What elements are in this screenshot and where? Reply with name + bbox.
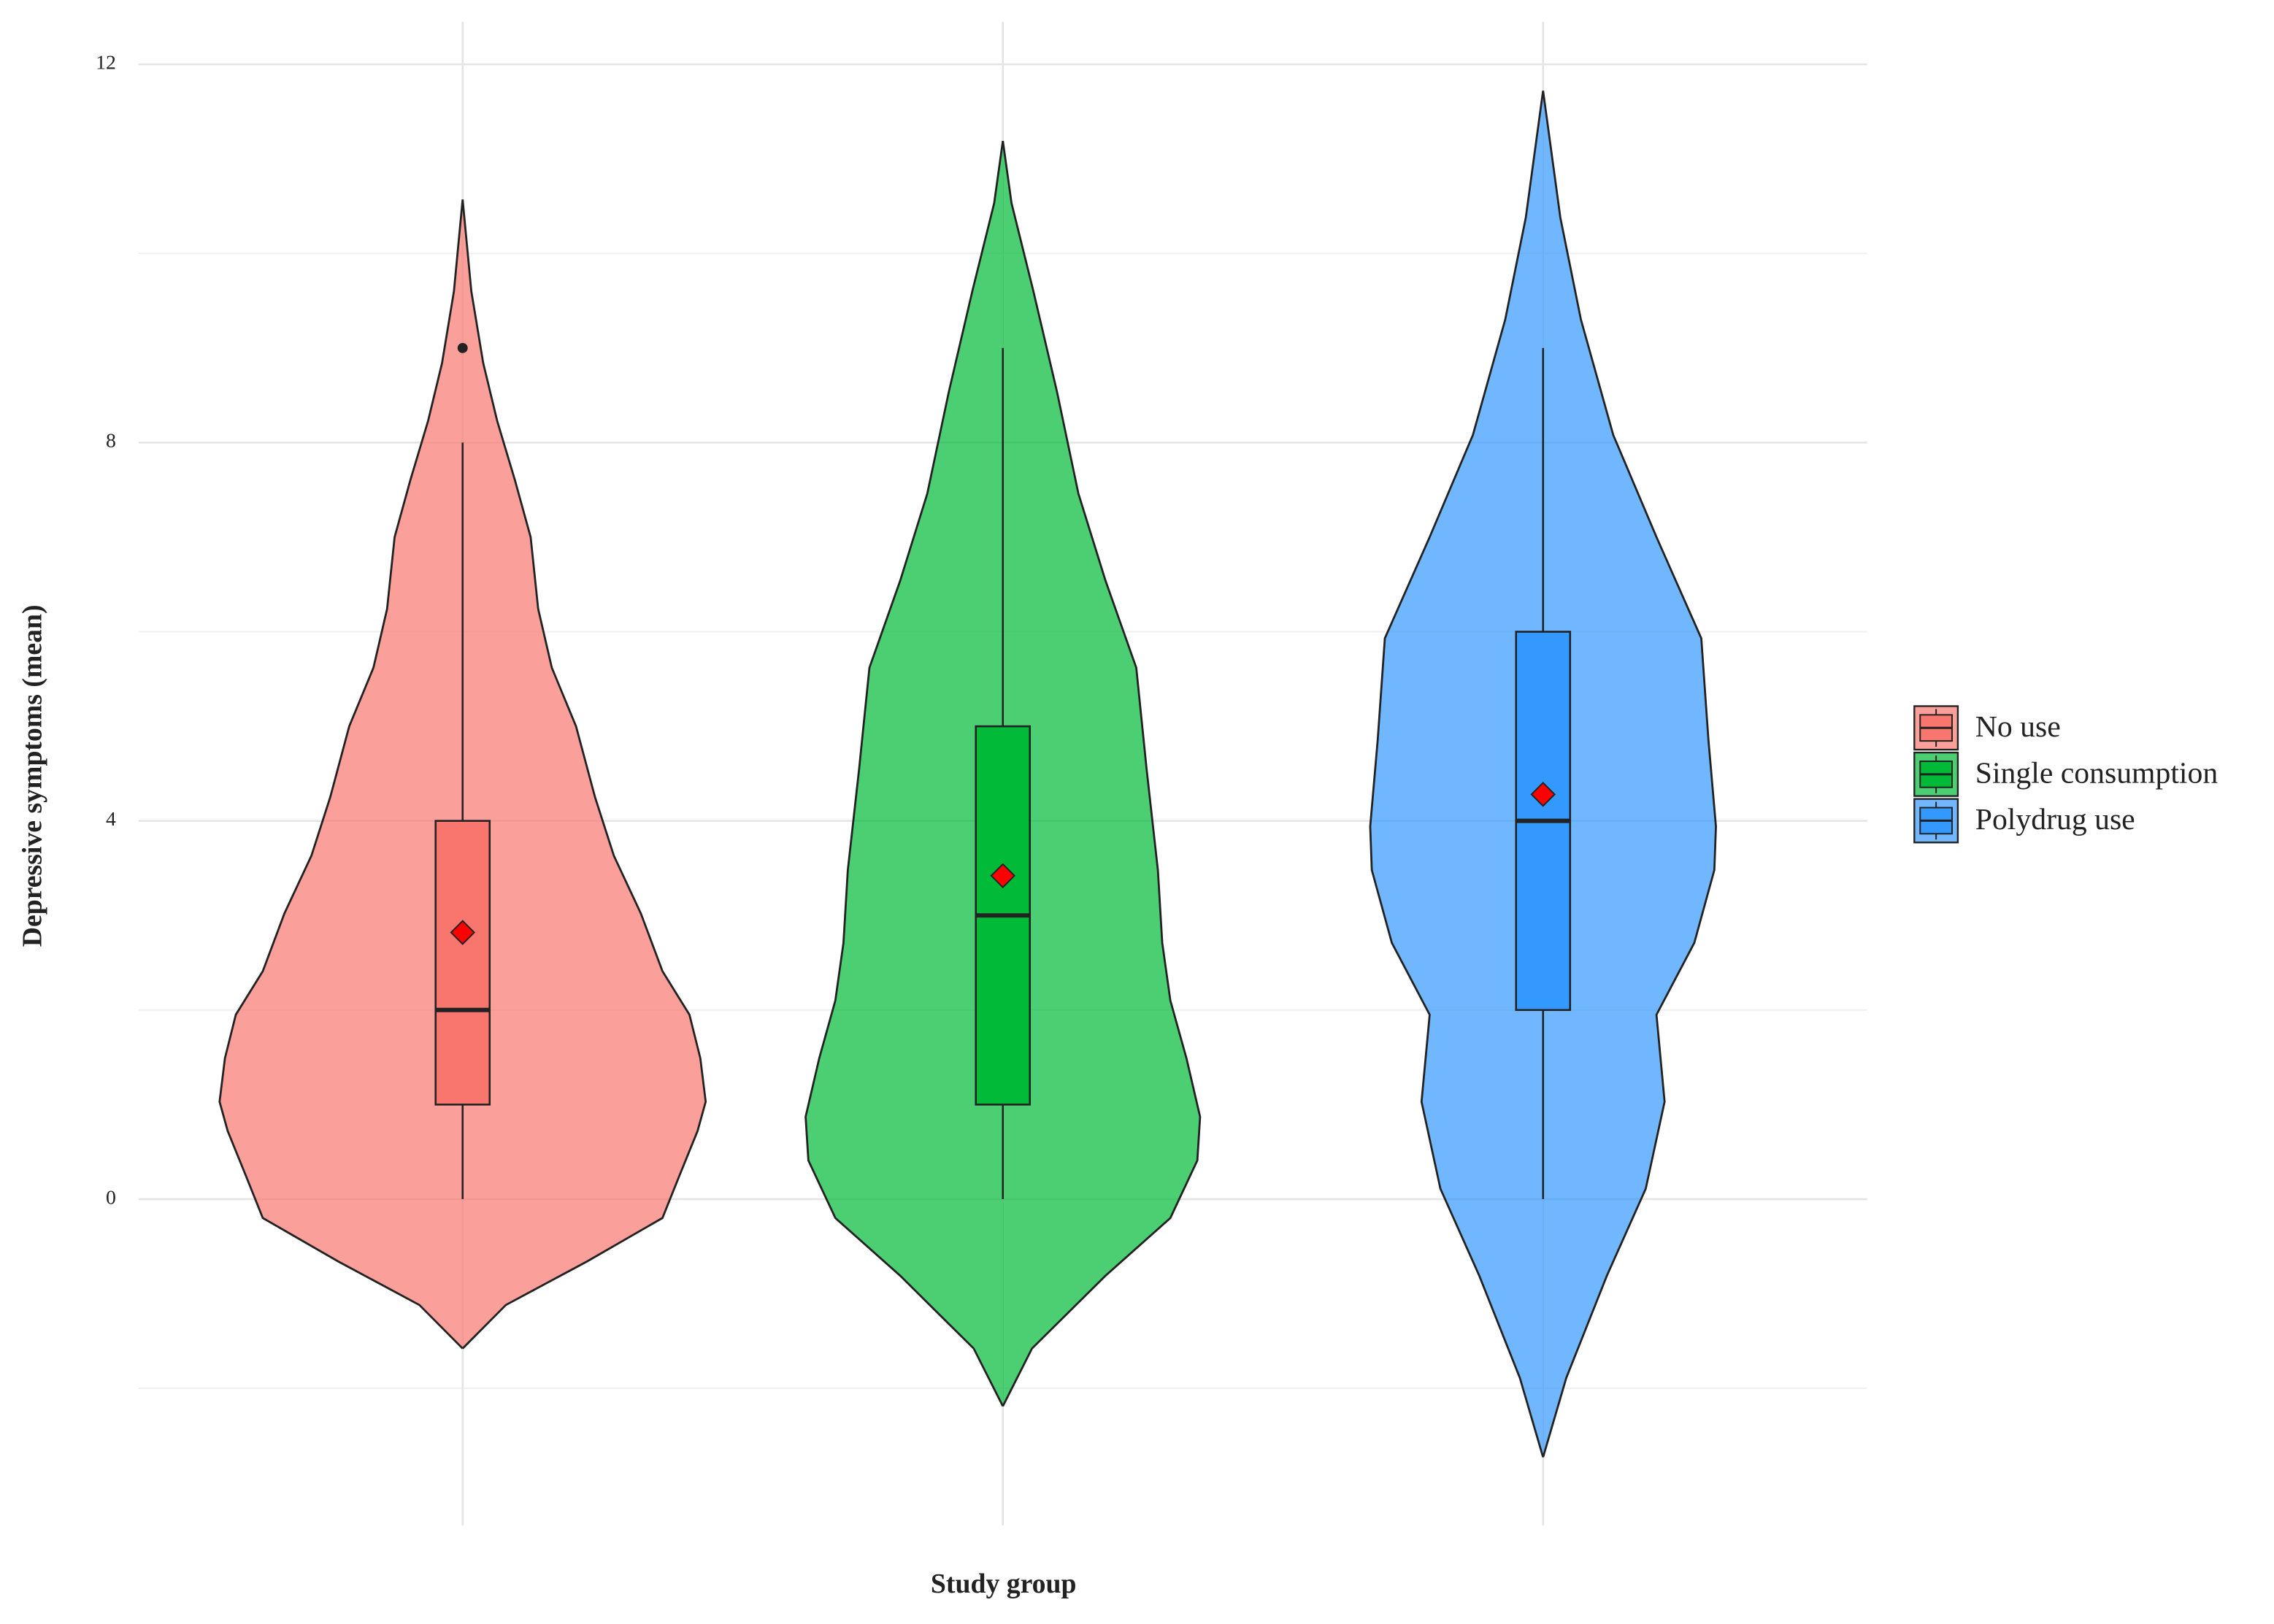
violin-fill: [1543, 91, 1716, 1458]
y-tick-label: 4: [106, 808, 116, 831]
violin-outline: [1369, 91, 1545, 1458]
violin-outline: [461, 199, 707, 1350]
y-axis-label: Depressive symptoms (mean): [17, 604, 47, 947]
violin-fill: [1002, 141, 1200, 1406]
violin-outline: [804, 140, 1005, 1407]
violin-fill: [805, 141, 1003, 1406]
violin-outline: [218, 199, 464, 1350]
legend-label: Single consumption: [1975, 756, 2219, 790]
legend-label: Polydrug use: [1975, 803, 2135, 836]
legend-item: No use: [1913, 705, 2061, 751]
outlier: [457, 342, 468, 353]
mean-marker: [990, 863, 1016, 889]
y-tick-label: 0: [106, 1186, 116, 1209]
y-tick-label: 8: [106, 430, 116, 453]
violin-fill: [462, 199, 706, 1349]
mean-marker: [450, 920, 476, 945]
box: [434, 820, 491, 1106]
violin-fill: [219, 199, 463, 1349]
y-tick-label: 12: [96, 51, 116, 74]
mean-marker: [1530, 782, 1556, 807]
legend-item: Polydrug use: [1913, 798, 2135, 844]
violin-outline: [1542, 91, 1717, 1458]
violin-fill: [1370, 91, 1543, 1458]
x-axis-label: Study group: [931, 1569, 1077, 1599]
violin-outline: [1002, 140, 1202, 1407]
legend-label: No use: [1975, 710, 2061, 744]
legend-item: Single consumption: [1913, 751, 2219, 797]
